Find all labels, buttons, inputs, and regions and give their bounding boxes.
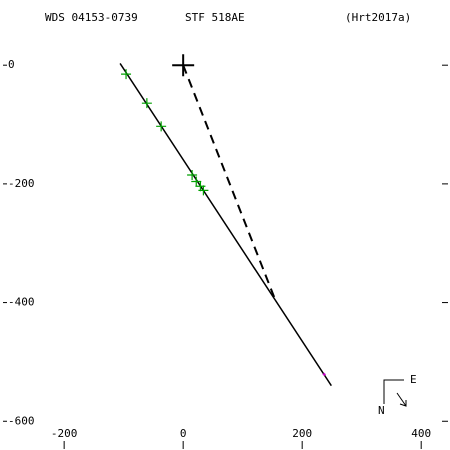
point [141,98,152,109]
chart-subtitle: STF 518AE [185,11,245,24]
point [172,54,195,77]
point [198,185,209,196]
y-tick-label: 0 [8,58,15,71]
point [322,372,326,376]
y-tick-label: -400 [8,296,35,309]
point [156,121,167,132]
compass-north: N [378,404,385,417]
orbit-line [119,62,332,387]
y-tick-label: -200 [8,177,35,190]
point [121,69,132,80]
dashed-line [182,64,276,298]
point [191,176,202,187]
chart-title: WDS 04153-0739 [45,11,138,24]
compass-east: E [410,373,417,386]
reference: (Hrt2017a) [345,11,411,24]
x-tick-label: 200 [292,427,312,440]
point [187,169,198,180]
compass [383,379,407,407]
x-tick-label: 0 [180,427,187,440]
x-tick-label: -200 [51,427,78,440]
y-tick-label: -600 [8,414,35,427]
x-tick-label: 400 [411,427,431,440]
